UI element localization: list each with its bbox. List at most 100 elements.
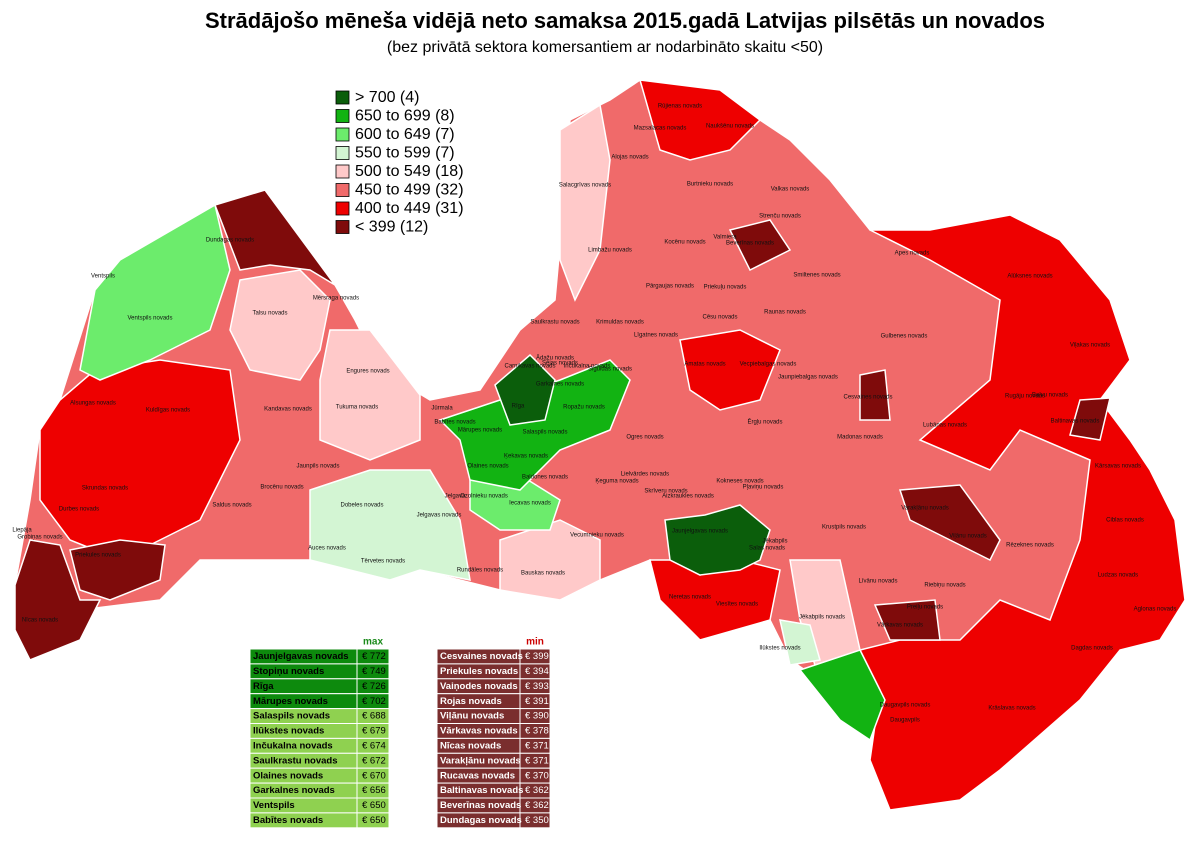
region-label: Neretas novads [669,595,711,601]
region-label: Ropažu novads [563,405,605,411]
region-label: Jelgava [445,494,466,500]
region-label: Jaunjelgavas novads [672,529,728,535]
legend-swatch [335,146,350,160]
region-label: Cēsu novads [702,315,737,321]
table-value: € 670 [362,770,386,781]
table-header: min [526,637,544,648]
region-dark-red [1069,397,1111,441]
region-label: Vārkavas novads [877,623,923,629]
region-label: Kocēnu novads [664,240,705,246]
legend-label: 500 to 549 (18) [355,163,464,180]
region-label: Aizkraukles novads [662,494,714,500]
legend: > 700 (4) 650 to 699 (8)600 to 649 (7) 550… [335,89,464,236]
region-label: Skrīveru novads [644,489,687,495]
tables: max Jaunjelgavas novads € 772 Stopiņu novad… [249,637,551,829]
region-label: Inčukalna novads [564,364,611,370]
region-label: Olaines novads [467,464,508,470]
region-label: Ādažu novads [536,355,574,362]
region-label: Valmiera [713,235,737,241]
region-label: Grobiņas novads [17,535,62,541]
table-name: Nīcas novads [440,741,501,752]
legend-label: < 399 (12) [355,219,428,236]
table-value: € 674 [362,741,386,752]
region-label: Jūrmala [431,406,453,412]
region-label: Vecumnieku novads [570,533,624,539]
legend-label: 600 to 649 (7) [355,126,455,143]
region-label: Mazsalacas novads [634,126,687,132]
table-value: € 399 [525,651,549,662]
region-label: Viesītes novads [716,602,758,608]
region-label: Auces novads [308,546,346,552]
region-label: Naukšēnu novads [706,124,754,130]
table-value: € 362 [525,800,549,811]
region-dark-green [494,353,556,426]
region-label: Siguldas novads [588,367,632,373]
region-label: Riebiņu novads [924,583,965,589]
region-label: Engures novads [346,369,389,375]
region-label: Jaunpils novads [296,464,339,470]
table-header: max [363,637,383,648]
table-name: Jaunjelgavas novads [253,651,349,662]
region-red [858,214,1186,811]
table-name: Saulkrastu novads [253,755,337,766]
region-pink [319,329,421,461]
region-label: Krustpils novads [822,525,866,531]
region-label: Ciblas novads [1106,518,1144,524]
region-pink [499,519,601,601]
table-cell [519,812,551,829]
region-label: Vecpiebalgas novads [740,362,797,368]
region-label: Līgatnes novads [634,333,678,339]
table-name: Cesvaines novads [440,651,523,662]
region-label: Garkalnes novads [536,382,584,388]
table-value: € 772 [362,651,386,662]
region-label: Cesvaines novads [843,395,892,401]
region-label: Krāslavas novads [988,706,1035,712]
region-dark-red [859,369,891,421]
region-label: Ventspils novads [127,316,172,322]
region-label: Carnikavas novads [504,364,555,370]
region-labels: Dundagas novads Ventspils Ventspils novads… [12,104,1176,724]
region-label: Priekules novads [75,553,121,559]
table-name: Beverīnas novads [440,800,521,811]
region-label: Valkas novads [771,187,810,193]
region-label: Raunas novads [764,310,806,316]
region-label: Salaspils novads [522,430,567,436]
region-label: Jaunpiebalgas novads [778,375,838,381]
region-red [638,79,762,161]
region-label: Ķekavas novads [504,454,548,460]
region-label: Pārgaujas novads [646,284,694,290]
table-cell [356,812,390,829]
region-label: Saldus novads [212,503,251,509]
region-label: Gulbenes novads [881,334,928,340]
region-label: Varakļānu novads [901,506,949,512]
table-value: € 371 [525,741,549,752]
region-label: Alsungas novads [70,401,116,407]
region-label: Dundagas novads [206,238,254,244]
region-label: Aglonas novads [1134,607,1177,613]
region-label: Rugāju novads [1005,394,1045,400]
table-value: € 371 [525,755,549,766]
legend-swatch [335,164,350,179]
region-dark-red [898,484,1001,562]
region-label: Alūksnes novads [1007,274,1052,280]
legend-label: 450 to 499 (32) [355,182,464,199]
region-label: Skrundas novads [82,486,128,492]
table-name: Stopiņu novads [253,666,324,677]
region-label: Durbes novads [59,507,99,513]
legend-swatch [335,90,350,105]
region-label: Līvānu novads [858,579,897,585]
region-label: Amatas novads [684,362,725,368]
region-label: Rīga [512,404,525,410]
region-label: Strenču novads [759,214,801,220]
region-label: Limbažu novads [588,248,632,254]
table-value: € 390 [525,711,549,722]
table-value: € 726 [362,681,386,692]
region-label: Viļakas novads [1070,343,1110,349]
table-value: € 394 [525,666,549,677]
region-label: Mērsraga novads [313,296,359,302]
region-label: Dobeles novads [340,503,383,509]
region-label: Nīcas novads [22,618,58,624]
table-name: Olaines novads [253,770,323,781]
legend-label: 400 to 449 (31) [355,200,464,217]
